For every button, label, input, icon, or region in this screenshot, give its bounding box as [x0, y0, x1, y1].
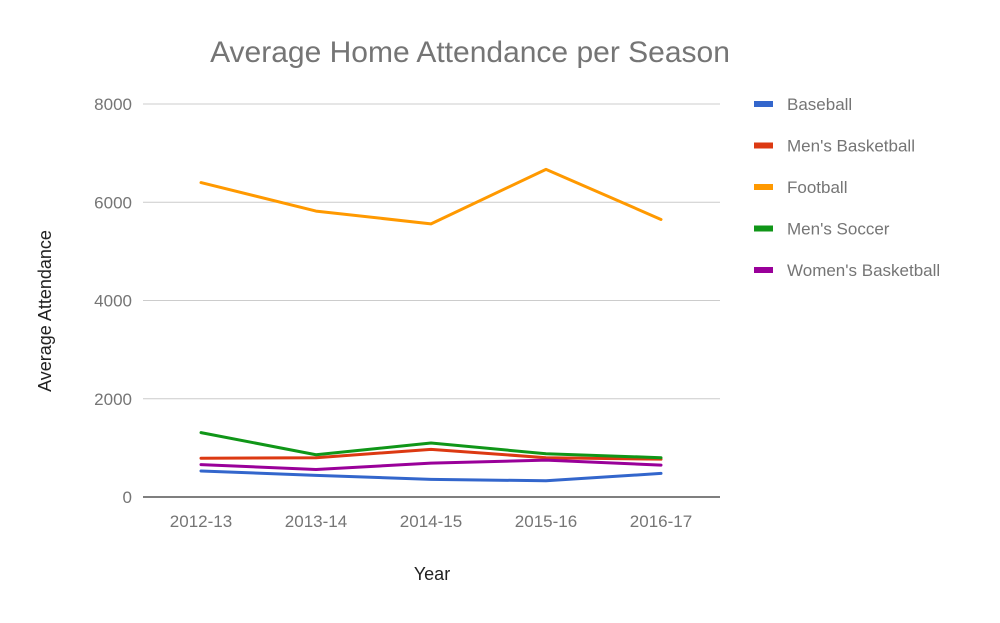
y-tick-label: 8000: [94, 95, 132, 114]
series-line-football: [199, 167, 663, 226]
x-axis-title: Year: [414, 564, 450, 584]
x-axis-ticks: 2012-13 2013-14 2014-15 2015-16 2016-17: [170, 512, 692, 531]
y-tick-label: 2000: [94, 390, 132, 409]
y-axis-title: Average Attendance: [35, 230, 55, 392]
series-line-baseball: [199, 469, 663, 483]
x-tick-label: 2012-13: [170, 512, 232, 531]
gridlines: [143, 103, 720, 400]
y-axis-ticks: 0 2000 4000 6000 8000: [94, 95, 132, 507]
series-line-men-s-basketball: [199, 447, 663, 461]
series-line-men-s-soccer: [199, 431, 663, 460]
legend: Baseball Men's Basketball Football Men's So…: [754, 95, 940, 280]
legend-label-football: Football: [787, 178, 847, 197]
legend-label-men-s-basketball: Men's Basketball: [787, 137, 915, 156]
legend-label-women-s-basketball: Women's Basketball: [787, 261, 940, 280]
y-tick-label: 0: [123, 488, 132, 507]
x-tick-label: 2015-16: [515, 512, 577, 531]
y-tick-label: 4000: [94, 292, 132, 311]
chart-title: Average Home Attendance per Season: [210, 36, 730, 69]
series-line-women-s-basketball: [199, 458, 663, 471]
y-tick-label: 6000: [94, 193, 132, 212]
x-tick-label: 2013-14: [285, 512, 347, 531]
series-lines: [199, 167, 663, 483]
legend-label-men-s-soccer: Men's Soccer: [787, 220, 890, 239]
legend-label-baseball: Baseball: [787, 95, 852, 114]
x-tick-label: 2014-15: [400, 512, 462, 531]
x-tick-label: 2016-17: [630, 512, 692, 531]
